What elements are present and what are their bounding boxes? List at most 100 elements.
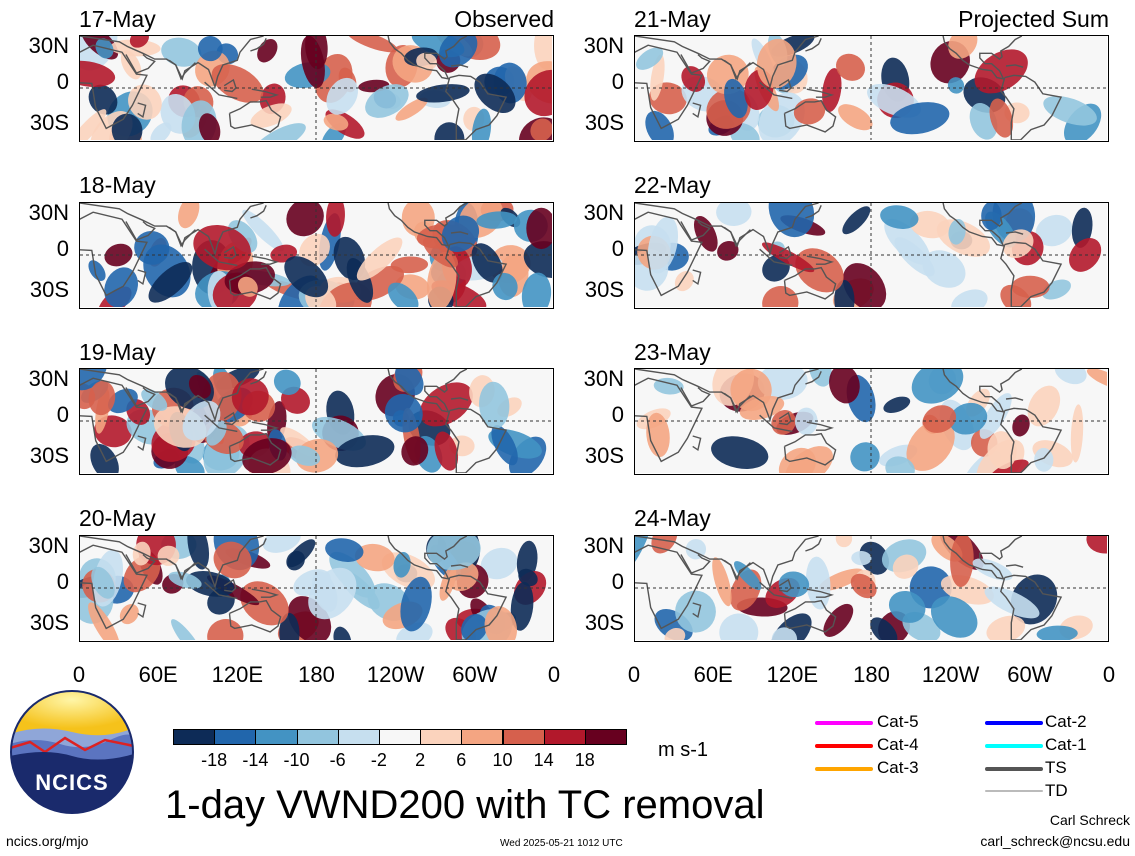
map-panel-observed-2[interactable] [79, 368, 554, 475]
lat-tick-observed: 0 [56, 402, 69, 427]
colorbar-swatch [296, 729, 339, 745]
lat-tick-projected: 0 [611, 236, 624, 261]
colorbar-tick-label: 10 [492, 750, 513, 770]
legend-label-cat-3: Cat-3 [877, 758, 919, 777]
lon-tick-left: 60E [138, 662, 178, 687]
colorbar-units: m s-1 [658, 739, 708, 761]
lon-tick-right: 60W [1007, 662, 1053, 687]
panel-date-projected-2: 23-May [634, 339, 711, 365]
legend-label-cat-1: Cat-1 [1045, 735, 1087, 754]
colorbar-swatch [502, 729, 545, 745]
footer-email[interactable]: carl_schreck@ncsu.edu [980, 833, 1130, 849]
panel-label-observed: Observed [454, 6, 554, 32]
lon-tick-left: 0 [72, 662, 86, 687]
wind-anomaly-field [80, 36, 552, 140]
panel-date-observed-2: 19-May [79, 339, 156, 365]
wind-anomaly-field [635, 536, 1107, 640]
lon-tick-right: 120E [766, 662, 819, 687]
lon-tick-right: 180 [853, 662, 890, 687]
lon-tick-left: 120W [366, 662, 425, 687]
coastlines [80, 203, 508, 307]
legend-line-ts [985, 767, 1043, 771]
legend-line-cat-4 [815, 744, 873, 748]
map-panel-projected-2[interactable] [634, 368, 1109, 475]
colorbar-tick-label: 6 [456, 750, 467, 770]
lat-tick-projected: 0 [611, 69, 624, 94]
coastlines [80, 369, 508, 473]
legend-label-cat-5: Cat-5 [877, 712, 919, 731]
lat-tick-projected: 30N [583, 200, 624, 225]
lon-tick-left: 0 [547, 662, 561, 687]
panel-date-projected-0: 21-May [634, 6, 711, 32]
legend-line-cat-1 [985, 744, 1043, 748]
lon-tick-right: 60E [693, 662, 733, 687]
wind-anomaly-field [635, 36, 1107, 140]
colorbar-swatch [337, 729, 380, 745]
colorbar-tick-label: 2 [415, 750, 426, 770]
map-panel-projected-1[interactable] [634, 202, 1109, 309]
legend-label-td: TD [1045, 781, 1068, 800]
lat-tick-observed: 30N [28, 366, 69, 391]
legend-line-td [985, 790, 1043, 792]
footer-timestamp: Wed 2025-05-21 1012 UTC [500, 838, 623, 849]
colorbar-tick-label: -14 [242, 750, 269, 770]
legend-label-cat-2: Cat-2 [1045, 712, 1087, 731]
wind-anomaly-field [80, 369, 552, 473]
coastlines [635, 536, 1063, 640]
map-panel-projected-3[interactable] [634, 535, 1109, 642]
coastlines [635, 203, 1063, 307]
colorbar-swatch [461, 729, 504, 745]
lon-tick-left: 120E [211, 662, 264, 687]
coastlines [635, 369, 1063, 473]
ncics-logo[interactable]: NCICS [10, 690, 134, 814]
lat-tick-observed: 30S [29, 110, 69, 135]
lat-tick-projected: 30N [583, 366, 624, 391]
colorbar-swatch [420, 729, 463, 745]
colorbar-tick-label: 14 [533, 750, 554, 770]
lat-tick-observed: 0 [56, 69, 69, 94]
panel-date-projected-3: 24-May [634, 505, 711, 531]
lon-tick-right: 0 [627, 662, 641, 687]
legend-line-cat-5 [815, 721, 873, 725]
map-panel-projected-0[interactable] [634, 35, 1109, 142]
colorbar-tick-label: 18 [574, 750, 595, 770]
wind-anomaly-field [635, 203, 1107, 307]
panel-date-observed-0: 17-May [79, 6, 156, 32]
colorbar-tick-label: -10 [283, 750, 310, 770]
lon-tick-left: 180 [298, 662, 335, 687]
colorbar-swatch [173, 729, 216, 745]
lat-tick-observed: 30N [28, 33, 69, 58]
colorbar-swatch [543, 729, 586, 745]
coastlines [80, 36, 508, 140]
legend-line-cat-2 [985, 721, 1043, 725]
lon-tick-left: 60W [452, 662, 498, 687]
lat-tick-observed: 30N [28, 200, 69, 225]
lat-tick-observed: 30S [29, 443, 69, 468]
lat-tick-observed: 0 [56, 569, 69, 594]
map-panel-observed-3[interactable] [79, 535, 554, 642]
lat-tick-projected: 30S [584, 443, 624, 468]
colorbar-tick-label: -6 [329, 750, 346, 770]
panel-date-observed-1: 18-May [79, 172, 156, 198]
footer-author: Carl Schreck [1049, 812, 1130, 828]
lon-tick-right: 0 [1102, 662, 1116, 687]
legend-label-cat-4: Cat-4 [877, 735, 919, 754]
colorbar-swatch [584, 729, 627, 745]
lat-tick-projected: 0 [611, 569, 624, 594]
coastlines [635, 36, 1063, 140]
wind-anomaly-field [80, 203, 552, 307]
logo-text: NCICS [35, 770, 109, 795]
wind-anomaly-field [80, 536, 552, 640]
lat-tick-projected: 0 [611, 402, 624, 427]
lat-tick-observed: 30N [28, 533, 69, 558]
lon-tick-right: 120W [921, 662, 980, 687]
map-panel-observed-0[interactable] [79, 35, 554, 142]
lat-tick-observed: 0 [56, 236, 69, 261]
panel-date-projected-1: 22-May [634, 172, 711, 198]
lat-tick-projected: 30N [583, 533, 624, 558]
colorbar-swatch [378, 729, 422, 745]
lat-tick-observed: 30S [29, 610, 69, 635]
map-panel-observed-1[interactable] [79, 202, 554, 309]
footer-website-link[interactable]: ncics.org/mjo [6, 833, 89, 849]
coastlines [80, 536, 508, 640]
